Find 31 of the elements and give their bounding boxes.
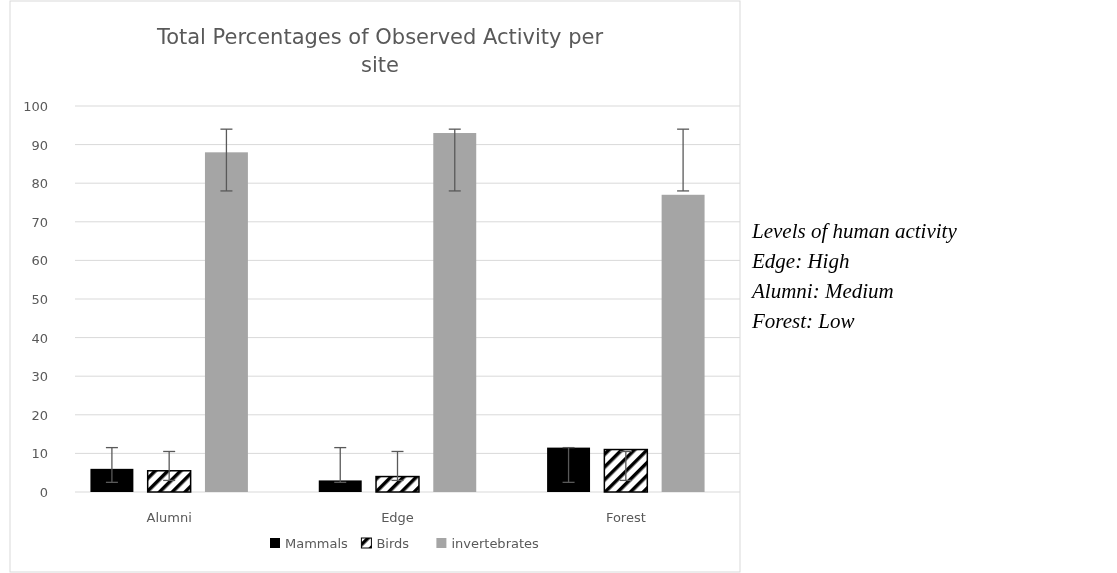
x-tick-label: Forest: [605, 510, 646, 525]
bar: [547, 447, 591, 492]
text: Alumni: Medium: [750, 279, 894, 303]
y-tick-label: 50: [31, 292, 48, 307]
x-tick-label: Alumni: [146, 510, 192, 525]
x-tick-label: Edge: [381, 510, 414, 525]
bar: [204, 152, 248, 492]
legend-label: invertebrates: [451, 536, 540, 551]
y-tick-label: 100: [23, 99, 48, 114]
y-tick-label: 90: [31, 137, 48, 153]
chart-title: Total Percentages of Observed Activity per site: [155, 25, 604, 77]
bar: [375, 475, 420, 493]
y-tick-label: 70: [31, 214, 48, 230]
bar: [146, 470, 192, 493]
text: Levels of human activity: [751, 219, 958, 243]
y-tick-label: 30: [31, 369, 48, 385]
bar: [603, 448, 649, 493]
y-tick-label: 80: [31, 176, 48, 192]
text: Forest: Low: [751, 309, 855, 333]
y-tick-label: 0: [39, 485, 48, 500]
bar: [433, 133, 477, 492]
y-tick-label: 60: [31, 253, 48, 269]
y-tick-label: 40: [31, 330, 48, 346]
y-tick-label: 20: [31, 407, 48, 423]
bar: [90, 468, 134, 492]
y-tick-label: 10: [31, 446, 48, 462]
bar: [661, 194, 705, 492]
legend-label: Birds: [376, 536, 410, 551]
text: Edge: High: [751, 249, 850, 273]
bar: [318, 480, 362, 492]
legend-label: Mammals: [285, 536, 349, 551]
